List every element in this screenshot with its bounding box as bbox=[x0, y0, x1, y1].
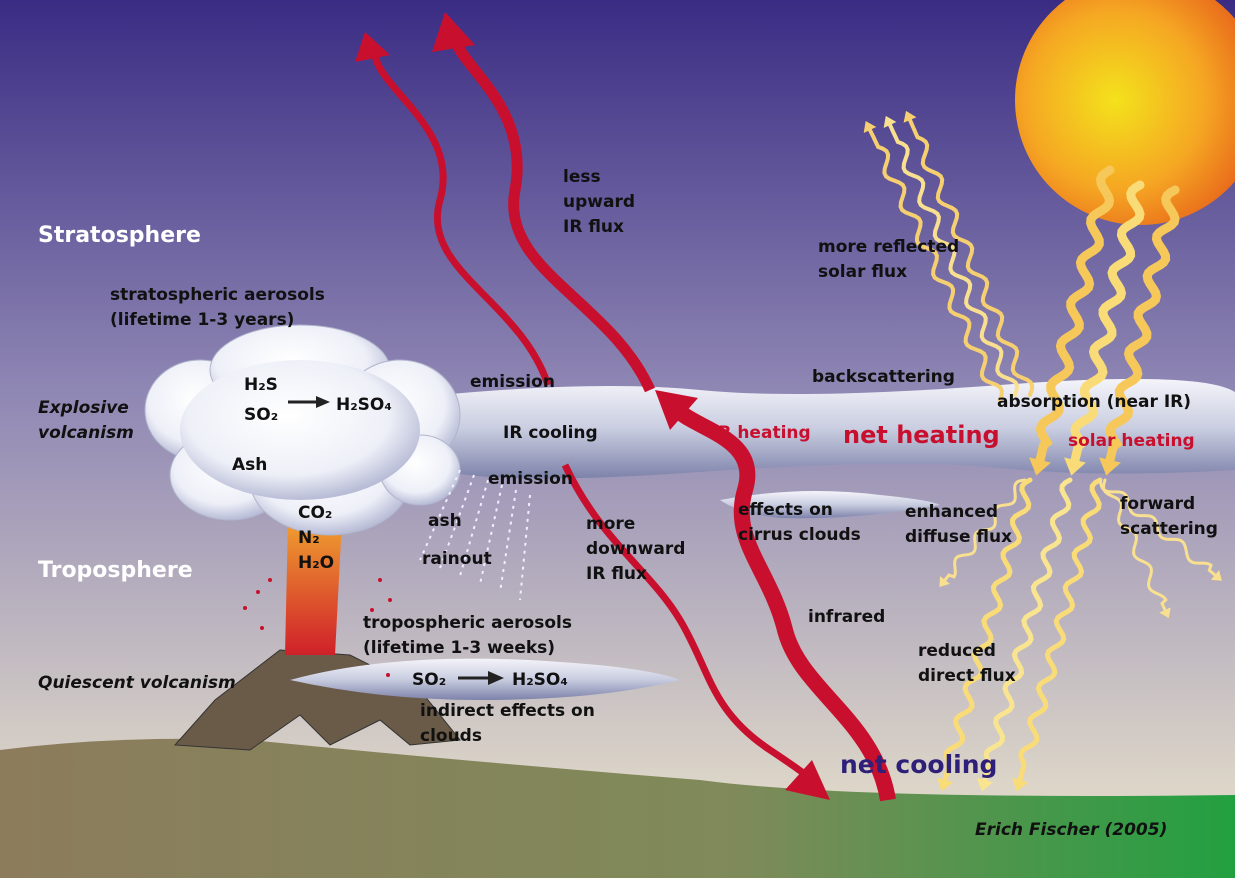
label: ash bbox=[428, 511, 462, 531]
label: Troposphere bbox=[38, 558, 193, 583]
eruption-cloud bbox=[144, 324, 461, 536]
label: less bbox=[563, 167, 601, 187]
rain-streak bbox=[439, 474, 475, 569]
arrow-head bbox=[1064, 457, 1086, 476]
rain-streak bbox=[459, 479, 489, 577]
arrow-head bbox=[1210, 570, 1222, 581]
label: IR cooling bbox=[503, 423, 598, 443]
label: downward bbox=[586, 539, 685, 559]
labels: Stratosphere Troposphere stratospheric aer… bbox=[38, 167, 1218, 840]
label: backscattering bbox=[812, 367, 955, 387]
arrow-head bbox=[936, 777, 954, 792]
arrow-head bbox=[903, 110, 917, 123]
label: Quiescent volcanism bbox=[38, 673, 236, 693]
label: (lifetime 1-3 weeks) bbox=[363, 638, 555, 658]
label: clouds bbox=[420, 726, 482, 746]
wavy-arrow bbox=[888, 123, 1020, 397]
label: N₂ bbox=[298, 528, 320, 548]
wavy-arrow bbox=[1102, 478, 1168, 612]
label: tropospheric aerosols bbox=[363, 613, 572, 633]
label: H₂S bbox=[244, 375, 278, 395]
arrow-head bbox=[883, 115, 897, 128]
arrow-head bbox=[1011, 777, 1029, 792]
wavy-arrow bbox=[1070, 180, 1145, 465]
label: stratospheric aerosols bbox=[110, 285, 325, 305]
reaction-arrows bbox=[288, 396, 504, 685]
label: SO₂ bbox=[412, 670, 446, 690]
label: diffuse flux bbox=[905, 527, 1012, 547]
label: indirect effects on bbox=[420, 701, 595, 721]
wavy-arrow bbox=[942, 477, 1033, 783]
wavy-arrow bbox=[1017, 477, 1103, 783]
label: cirrus clouds bbox=[738, 525, 861, 545]
arrow-head bbox=[1029, 457, 1051, 476]
label: more bbox=[586, 514, 635, 534]
cirrus-cloud bbox=[720, 491, 940, 519]
label: reduced bbox=[918, 641, 996, 661]
wavy-arrow bbox=[868, 128, 1004, 402]
label: IR flux bbox=[586, 564, 647, 584]
arrow-head bbox=[785, 760, 830, 800]
wavy-arrow bbox=[982, 477, 1073, 783]
label: volcanism bbox=[38, 423, 134, 443]
aerosol-layer bbox=[440, 378, 1235, 479]
label: SO₂ bbox=[244, 405, 278, 425]
arrow-head bbox=[1099, 457, 1121, 476]
label: emission bbox=[488, 469, 573, 489]
label: net heating bbox=[843, 421, 1000, 449]
arrow-head bbox=[1159, 607, 1171, 619]
label: infrared bbox=[808, 607, 885, 627]
label: H₂O bbox=[298, 553, 334, 573]
wavy-arrow bbox=[1035, 165, 1115, 465]
label: IR flux bbox=[563, 217, 624, 237]
label: forward bbox=[1120, 494, 1195, 514]
rain-streak bbox=[419, 469, 461, 561]
label: CO₂ bbox=[298, 503, 332, 523]
label: effects on bbox=[738, 500, 833, 520]
plume bbox=[285, 520, 342, 655]
label: rainout bbox=[422, 549, 492, 569]
ir-arrow bbox=[449, 37, 656, 393]
wavy-arrow bbox=[1105, 185, 1180, 465]
label: Erich Fischer (2005) bbox=[975, 820, 1167, 840]
label: solar flux bbox=[818, 262, 907, 282]
ir-arrow bbox=[674, 405, 896, 802]
sun bbox=[1015, 0, 1235, 225]
label: H₂SO₄ bbox=[512, 670, 568, 690]
ground bbox=[0, 738, 1235, 878]
rain-streak bbox=[479, 484, 503, 585]
label: absorption (near IR) bbox=[997, 392, 1191, 412]
label: upward bbox=[563, 192, 635, 212]
rain-streak bbox=[519, 494, 531, 601]
flux-arrows bbox=[355, 12, 1222, 802]
arrow-head bbox=[355, 32, 390, 62]
label: Ash bbox=[232, 455, 267, 475]
label: direct flux bbox=[918, 666, 1016, 686]
arrow-head bbox=[432, 12, 475, 52]
label: enhanced bbox=[905, 502, 998, 522]
eruption-drops bbox=[243, 578, 392, 677]
label: more reflected bbox=[818, 237, 959, 257]
arrow-head bbox=[655, 390, 698, 430]
label: net cooling bbox=[840, 750, 997, 779]
label: H₂SO₄ bbox=[336, 395, 392, 415]
ir-arrow bbox=[371, 54, 552, 387]
label: solar heating bbox=[1068, 431, 1195, 451]
label: emission bbox=[470, 372, 555, 392]
arrow-head bbox=[976, 777, 994, 792]
wavy-arrow bbox=[1098, 478, 1217, 577]
label: Stratosphere bbox=[38, 223, 201, 248]
label: IR heating bbox=[712, 423, 811, 443]
label: Explosive bbox=[38, 398, 129, 418]
arrow-head bbox=[939, 576, 950, 588]
label: (lifetime 1-3 years) bbox=[110, 310, 294, 330]
arrow-head bbox=[863, 120, 877, 134]
label: scattering bbox=[1120, 519, 1218, 539]
wavy-arrow bbox=[908, 118, 1035, 397]
rain-streak bbox=[499, 489, 517, 593]
wavy-arrow bbox=[943, 478, 1027, 582]
